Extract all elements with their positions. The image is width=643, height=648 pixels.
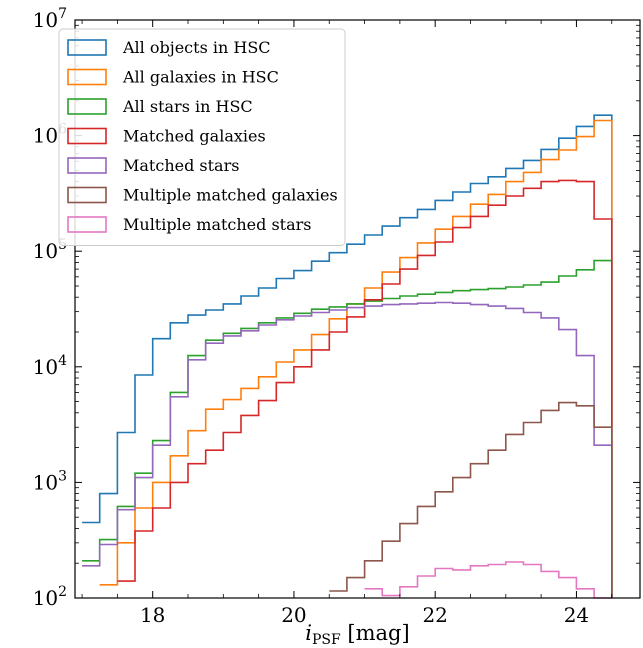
y-tick-label: 107 (33, 6, 67, 32)
x-axis-label-main: i (305, 621, 312, 645)
legend-swatch (67, 39, 107, 56)
series-multiple-matched-galaxies (329, 401, 613, 598)
series-layer (82, 114, 613, 599)
y-tick-label: 103 (33, 468, 67, 494)
series-multiple-matched-stars (364, 561, 612, 599)
legend-swatch (67, 127, 107, 145)
legend-swatch (67, 68, 107, 86)
legend-label: All objects in HSC (122, 38, 271, 57)
legend-swatch (67, 186, 107, 204)
x-axis-label-sub: PSF (312, 632, 341, 648)
legend-label: Matched galaxies (123, 127, 266, 146)
x-tick-label: 24 (564, 603, 589, 627)
legend-label: All stars in HSC (122, 97, 253, 116)
y-tick-label: 104 (33, 353, 67, 379)
x-tick-label: 20 (281, 603, 306, 627)
ticks-layer: 18202224102103104105106107 (33, 6, 640, 627)
legend-label: Multiple matched galaxies (123, 186, 338, 205)
x-tick-label: 18 (140, 603, 165, 627)
legend-label: Multiple matched stars (123, 215, 312, 234)
legend-box (58, 28, 346, 246)
x-axis-label: iPSF [mag] (305, 621, 409, 648)
x-axis-label-unit: [mag] (341, 621, 410, 645)
series-all-objects-in-hsc (82, 114, 613, 598)
legend-swatch (67, 98, 107, 115)
legend-swatch (67, 216, 107, 233)
series-matched-galaxies (117, 179, 613, 598)
legend-label: Matched stars (123, 156, 239, 175)
series-matched-stars (82, 301, 613, 598)
y-tick-label: 102 (33, 584, 67, 610)
series-all-stars-in-hsc (82, 259, 613, 598)
legend-label: All galaxies in HSC (122, 68, 279, 87)
plot-frame (74, 19, 641, 599)
legend-swatch (67, 157, 107, 174)
x-tick-label: 22 (422, 603, 447, 627)
legend: All objects in HSC All galaxies in HSC All… (58, 28, 346, 246)
